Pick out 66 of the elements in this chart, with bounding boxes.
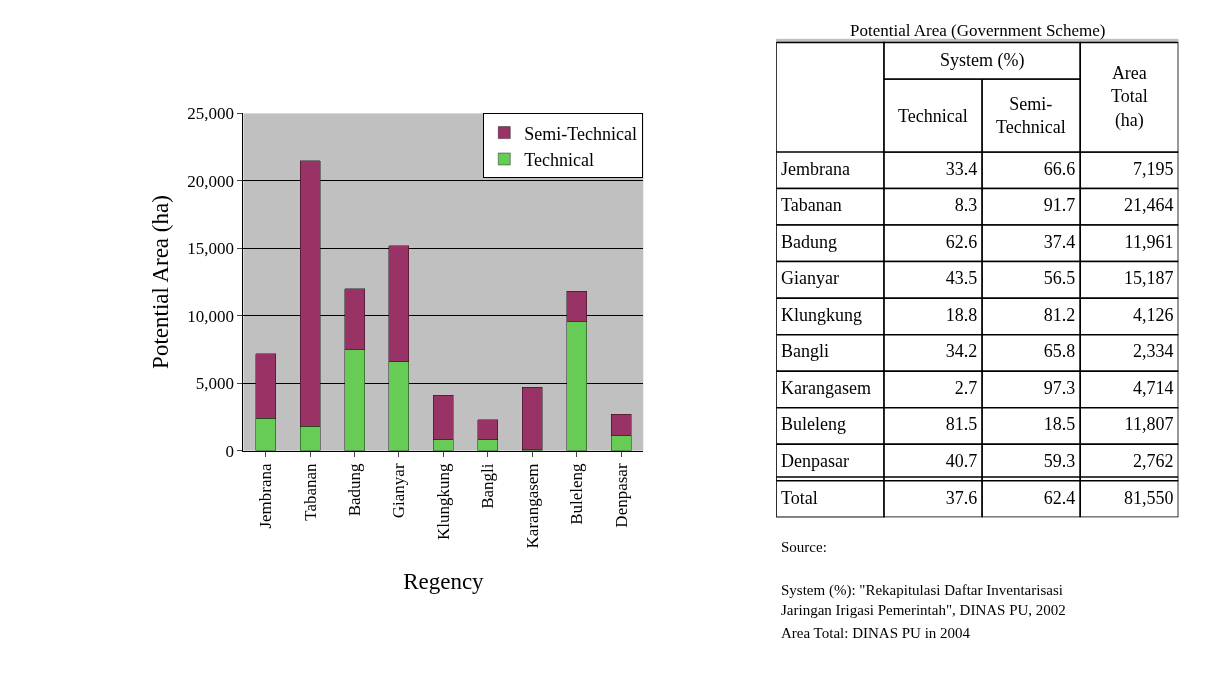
y-tick-label: 15,000 <box>187 239 235 259</box>
data-label: 62.6 <box>945 231 978 252</box>
data-label: 11,961 <box>1124 231 1174 252</box>
y-tick-label: Tabanan <box>781 195 842 216</box>
legend-label: Technical <box>524 150 594 170</box>
data-label: 91.7 <box>1043 195 1076 216</box>
data-label: 33.4 <box>945 158 978 179</box>
data-label: 15,187 <box>1123 268 1174 289</box>
y-tick-label: 20,000 <box>187 171 235 191</box>
y-tick-label: Klungkung <box>781 304 863 325</box>
data-label: 62.4 <box>1043 487 1076 508</box>
data-label: 37.4 <box>1043 231 1076 252</box>
y-tick-label: Gianyar <box>781 268 840 289</box>
data-label: 4,714 <box>1132 377 1174 398</box>
data-label: 34.2 <box>945 341 978 362</box>
data-label: 59.3 <box>1043 451 1076 472</box>
data-label: 2,762 <box>1132 451 1174 472</box>
data-label: 65.8 <box>1043 341 1076 362</box>
data-label: 2,334 <box>1132 341 1174 362</box>
y-axis-title: Potential Area (ha) <box>147 195 173 369</box>
chart-title: Potential Area (Government Scheme) <box>850 21 1106 40</box>
x-tick-label: Badung <box>345 462 365 517</box>
y-tick-label: 10,000 <box>187 306 235 326</box>
text: System (%): "Rekapitulasi Daftar Inventarisasi Jaringan Irigasi Pemerintah", DINAS PU, 2002 <box>781 582 1066 618</box>
x-tick-label: Jembrana <box>256 462 276 529</box>
y-tick-label: Badung <box>781 231 838 252</box>
y-tick-label: Total <box>781 487 818 508</box>
data-label: 4,126 <box>1132 304 1174 325</box>
y-tick-label: Bangli <box>781 341 830 362</box>
x-tick-label: Bangli <box>478 463 498 509</box>
data-label: 81.5 <box>945 414 978 435</box>
x-axis-title: Regency <box>403 569 485 595</box>
data-label: 18.5 <box>1043 414 1076 435</box>
data-label: 97.3 <box>1043 377 1076 398</box>
data-label: 56.5 <box>1043 268 1076 289</box>
y-tick-label: 5,000 <box>195 374 235 394</box>
text: System (%) <box>940 50 1025 71</box>
y-tick-label: Buleleng <box>781 414 847 435</box>
y-tick-label: 25,000 <box>187 104 235 124</box>
legend-label: Semi-Technical <box>524 123 637 144</box>
data-label: 2.7 <box>954 377 978 398</box>
x-tick-label: Klungkung <box>433 462 453 540</box>
x-tick-label: Area Total (ha) <box>1111 63 1148 131</box>
y-tick-label: 0 <box>225 441 235 461</box>
data-label: 81.2 <box>1043 304 1076 325</box>
x-tick-label: Tabanan <box>300 462 320 521</box>
x-tick-label: Gianyar <box>389 463 409 519</box>
data-label: 7,195 <box>1132 158 1174 179</box>
data-label: 40.7 <box>945 451 978 472</box>
data-label: 43.5 <box>945 268 978 289</box>
x-tick-label: Denpasar <box>611 463 631 528</box>
x-tick-label: Technical <box>898 106 968 126</box>
data-label: 11,807 <box>1124 414 1174 435</box>
data-label: 8.3 <box>954 195 978 216</box>
data-label: 81,550 <box>1123 487 1174 508</box>
data-label: 18.8 <box>945 304 978 325</box>
data-label: 66.6 <box>1043 158 1076 179</box>
x-tick-label: Semi-Technical <box>996 94 1066 138</box>
y-tick-label: Karangasem <box>781 377 872 398</box>
x-tick-label: Karangasem <box>522 463 542 549</box>
text: Area Total: DINAS PU in 2004 <box>781 625 971 641</box>
source-note: Source: <box>781 539 827 555</box>
y-tick-label: Jembrana <box>781 158 851 179</box>
data-label: 21,464 <box>1123 195 1174 216</box>
x-tick-label: Buleleng <box>567 462 587 525</box>
data-label: 37.6 <box>945 487 978 508</box>
